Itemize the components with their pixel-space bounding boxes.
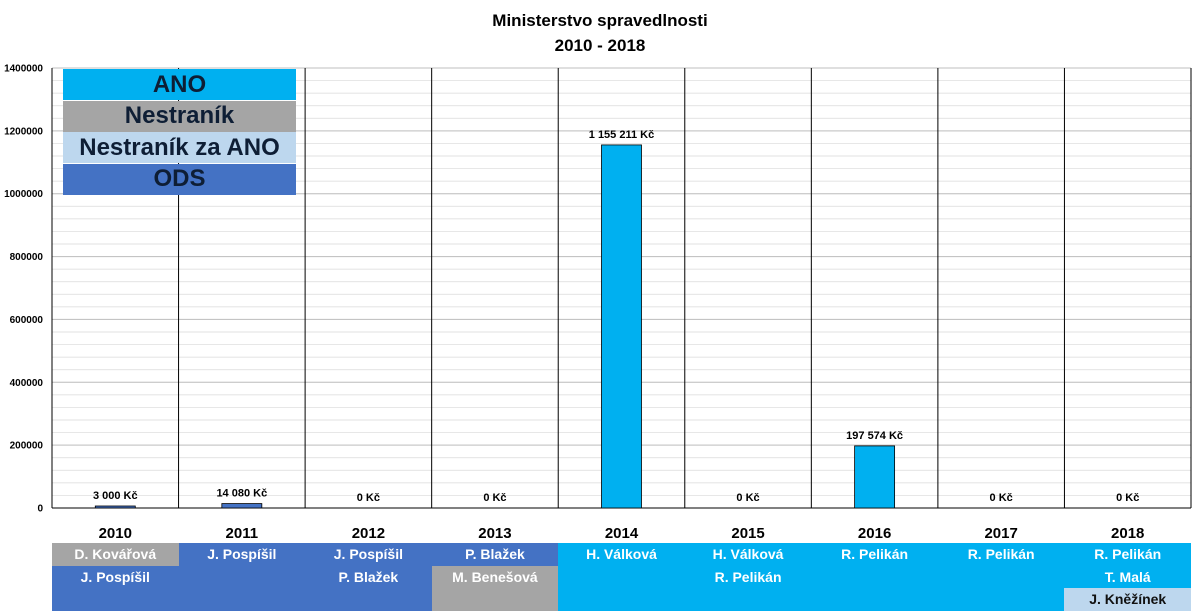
minister-fill [178,565,306,611]
data-label-2014: 1 155 211 Kč [589,129,654,141]
minister-name: R. Pelikán [811,543,938,566]
bar-2016 [854,445,896,509]
minister-fill [305,588,432,611]
x-tick-label-2015: 2015 [731,525,764,542]
minister-fill [937,565,1065,611]
x-tick-label-2013: 2013 [478,525,511,542]
x-tick-label-2014: 2014 [605,525,639,542]
data-label-2018: 0 Kč [1116,492,1139,504]
chart-title-line-2: 2010 - 2018 [554,36,646,55]
legend-entry: Nestraník [63,100,296,132]
y-tick-label: 1200000 [4,126,43,137]
y-tick-label: 0 [37,504,43,515]
minister-name: R. Pelikán [1064,543,1191,566]
minister-name: H. Válková [684,543,812,566]
data-label-2010: 3 000 Kč [93,490,138,502]
data-label-2017: 0 Kč [990,492,1013,504]
minister-name: J. Kněžínek [1064,588,1191,611]
x-tick-label-2016: 2016 [858,525,891,542]
minister-name: J. Pospíšil [305,543,432,566]
x-tick-label-2017: 2017 [984,525,1017,542]
x-tick-label-2018: 2018 [1111,525,1144,542]
minister-fill [431,588,559,611]
minister-name: P. Blažek [305,565,432,588]
minister-name: H. Válková [558,543,685,566]
y-tick-label: 400000 [10,378,44,389]
x-tick-label-2010: 2010 [99,525,132,542]
data-label-2016: 197 574 Kč [846,430,903,442]
minister-name: J. Pospíšil [178,543,306,566]
y-tick-label: 200000 [10,441,44,452]
bar-2010 [94,505,136,509]
minister-name: M. Benešová [431,565,559,588]
chart-title-line-1: Ministerstvo spravedlnosti [492,11,708,30]
legend-entry: ODS [63,163,296,195]
minister-fill [811,565,938,611]
minister-fill [558,565,685,611]
bar-2011 [221,503,263,509]
y-tick-label: 600000 [10,315,44,326]
bar-2014 [601,144,642,509]
y-tick-label: 1400000 [4,64,43,75]
data-label-2012: 0 Kč [357,492,380,504]
minister-name: J. Pospíšil [52,565,179,588]
legend-entry: ANO [63,69,296,100]
minister-name: P. Blažek [431,543,559,566]
minister-name: R. Pelikán [684,565,812,588]
x-tick-label-2011: 2011 [226,525,259,542]
chart-title: Ministerstvo spravedlnosti 2010 - 2018 [0,8,1200,58]
y-tick-label: 800000 [10,252,44,263]
x-tick-label-2012: 2012 [352,525,385,542]
minister-fill [52,588,179,611]
data-label-2015: 0 Kč [736,492,759,504]
minister-name: T. Malá [1064,565,1191,588]
minister-name: D. Kovářová [52,543,179,566]
legend-entry: Nestraník za ANO [63,132,296,163]
data-label-2011: 14 080 Kč [216,488,267,500]
minister-name: R. Pelikán [937,543,1065,566]
minister-fill [684,588,812,611]
y-tick-label: 1000000 [4,189,43,200]
data-label-2013: 0 Kč [483,492,506,504]
